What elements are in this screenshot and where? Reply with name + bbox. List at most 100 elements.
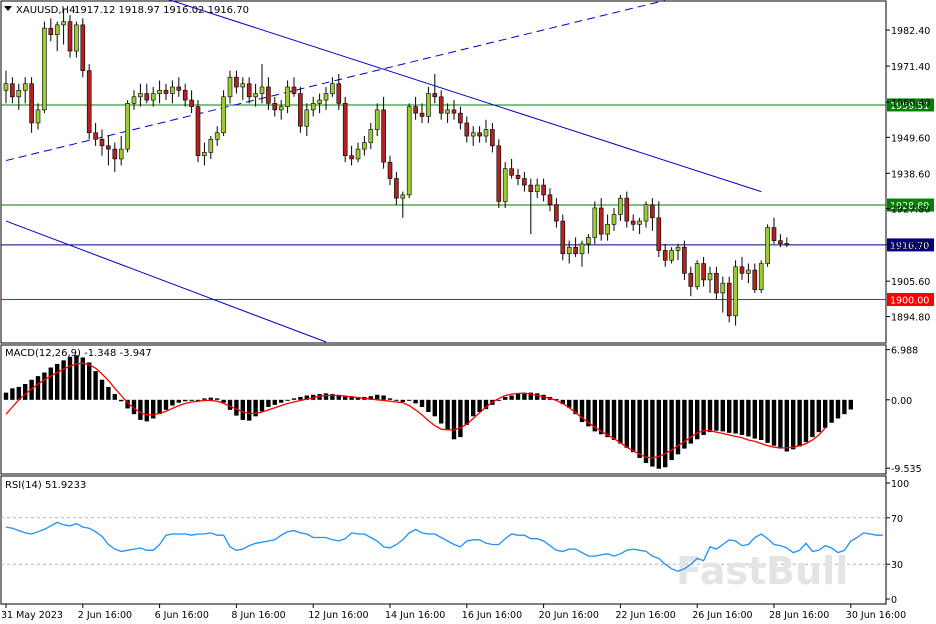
candle-bullish <box>304 109 310 127</box>
macd-histogram-bar <box>522 392 527 400</box>
candle-bearish <box>387 161 393 179</box>
candle-bearish <box>701 263 706 281</box>
macd-histogram-bar <box>503 396 508 400</box>
macd-histogram-bar <box>439 399 444 424</box>
macd-histogram-bar <box>323 393 329 400</box>
candle-bullish <box>362 142 367 150</box>
macd-histogram-bar <box>343 395 348 400</box>
candle-bearish <box>477 132 482 137</box>
macd-histogram-bar <box>445 399 450 430</box>
candle-bearish <box>682 246 687 274</box>
macd-histogram-bar <box>349 396 354 400</box>
macd-histogram-bar <box>624 399 629 448</box>
macd-histogram-bar <box>739 399 745 435</box>
candle-bearish <box>458 112 463 124</box>
level-price-tag <box>887 98 934 112</box>
candle-bearish <box>291 86 297 94</box>
candle-bullish <box>368 129 374 143</box>
dropdown-triangle-icon[interactable] <box>4 6 12 11</box>
macd-histogram-bar <box>579 399 585 423</box>
candle-bullish <box>694 263 700 287</box>
candle-bullish <box>323 93 329 101</box>
trendline <box>168 0 762 193</box>
macd-histogram-bar <box>304 395 309 400</box>
macd-histogram-bar <box>509 395 514 400</box>
macd-histogram-bar <box>330 394 335 400</box>
price-tick-label: 1894.80 <box>891 313 930 324</box>
macd-histogram-bar <box>752 399 757 439</box>
rsi-tick-label: 100 <box>891 479 909 490</box>
macd-histogram-bar <box>151 399 156 419</box>
macd-histogram-bar <box>803 399 809 443</box>
candle-bullish <box>170 86 175 94</box>
macd-histogram-bar <box>810 399 815 438</box>
candle-bearish <box>182 89 188 101</box>
time-tick-label: 22 Jun 16:00 <box>615 610 675 621</box>
macd-histogram-bar <box>3 392 9 400</box>
macd-histogram-bar <box>592 399 597 432</box>
macd-histogram-bar <box>515 393 521 400</box>
macd-pane[interactable]: 6.988 0.00 -9.535 MACD(12,26,9) -1.348 -3.… <box>0 344 922 475</box>
macd-histogram-bar <box>407 399 412 401</box>
macd-histogram-bar <box>400 399 405 402</box>
candle-bearish <box>739 266 745 274</box>
price-tick-label: 1938.60 <box>891 169 930 180</box>
macd-histogram-bar <box>394 399 399 401</box>
candle-bearish <box>688 273 694 287</box>
candle-bearish <box>541 184 546 196</box>
macd-histogram-bar <box>464 399 469 425</box>
candle-bearish <box>336 83 342 104</box>
macd-histogram-bar <box>842 399 847 415</box>
time-tick-label: 26 Jun 16:00 <box>692 610 752 621</box>
candle-bearish <box>163 89 169 94</box>
macd-histogram-bar <box>87 362 92 400</box>
candle-bullish <box>118 148 124 160</box>
candle-bearish <box>554 204 559 222</box>
macd-histogram-bar <box>759 399 764 440</box>
candle-bullish <box>227 76 233 98</box>
candle-bearish <box>298 93 303 127</box>
macd-histogram-bar <box>797 399 802 447</box>
time-tick-label: 2 Jun 16:00 <box>78 610 132 621</box>
macd-histogram-bar <box>631 399 636 453</box>
candle-bearish <box>419 112 425 117</box>
time-tick-label: 31 May 2023 <box>1 610 63 621</box>
candle-bearish <box>144 93 150 101</box>
macd-histogram-bar <box>234 399 239 416</box>
price-tick-label: 1905.60 <box>891 277 930 288</box>
macd-histogram-bar <box>202 398 207 400</box>
candle-bearish <box>99 139 105 147</box>
time-tick-label: 12 Jun 16:00 <box>308 610 368 621</box>
candle-bullish <box>125 103 130 150</box>
macd-histogram-bar <box>746 399 751 437</box>
macd-histogram-bar <box>99 379 105 400</box>
macd-histogram-bar <box>675 399 681 455</box>
rsi-tick-label: 30 <box>891 560 903 571</box>
macd-histogram-bar <box>560 399 565 405</box>
candle-bearish <box>106 145 111 150</box>
macd-histogram-bar <box>733 399 738 434</box>
candle-bearish <box>598 207 604 235</box>
macd-histogram-bar <box>567 399 572 408</box>
rsi-line <box>5 521 883 572</box>
time-tick-label: 8 Jun 16:00 <box>231 610 285 621</box>
candle-bearish <box>381 109 386 163</box>
macd-histogram-bar <box>426 399 431 413</box>
rsi-pane[interactable]: FastBull 100 70 30 0 RSI(14) 51.9233 <box>0 475 909 606</box>
macd-histogram-bar <box>778 399 783 449</box>
price-pane[interactable]: 1959.51 1928.89 1916.70 1900.00 1982.40 1971… <box>0 0 934 344</box>
macd-histogram-bar <box>157 399 162 415</box>
level-price-tag-label: 1959.51 <box>890 101 929 112</box>
candle-bearish <box>10 83 15 98</box>
price-pane-border <box>0 0 887 344</box>
candle-bullish <box>240 83 246 88</box>
candle-bullish <box>534 184 540 192</box>
candle-bullish <box>426 93 431 117</box>
macd-histogram-bar <box>80 357 85 400</box>
candle-bullish <box>611 214 617 225</box>
macd-pane-border <box>0 344 887 475</box>
candle-bearish <box>522 178 527 186</box>
macd-histogram-bar <box>23 384 28 400</box>
candle-bearish <box>778 240 783 244</box>
